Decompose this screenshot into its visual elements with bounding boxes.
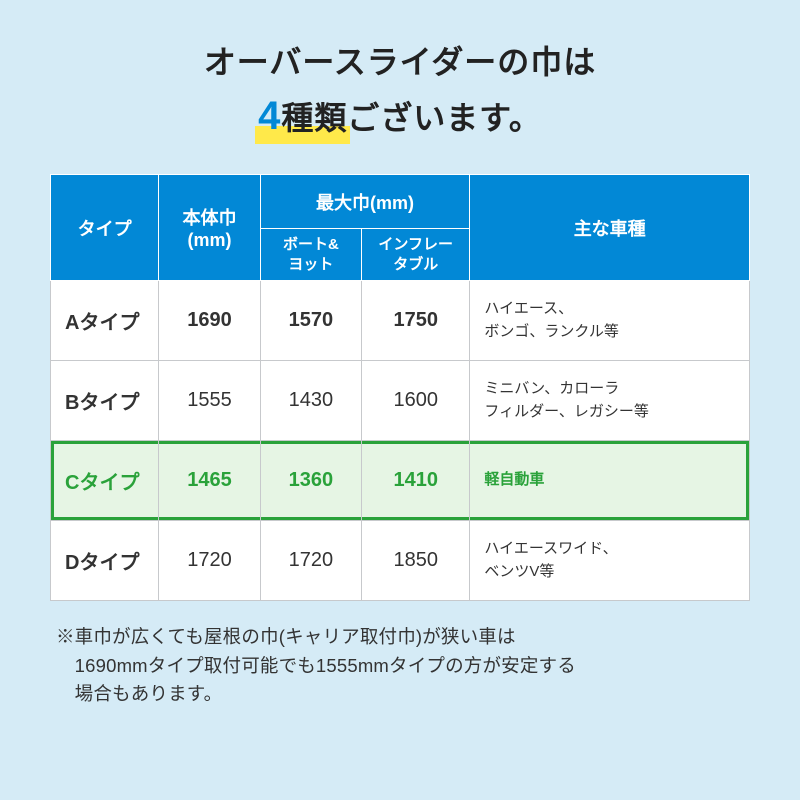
cell-inflatable: 1410 xyxy=(362,441,470,521)
cell-inflatable: 1850 xyxy=(362,521,470,601)
th-models: 主な車種 xyxy=(470,175,750,281)
cell-models: ハイエース、ボンゴ、ランクル等 xyxy=(470,281,750,361)
table-row: Aタイプ169015701750ハイエース、ボンゴ、ランクル等 xyxy=(51,281,750,361)
cell-boat: 1360 xyxy=(260,441,361,521)
title-emphasis: 4種類 xyxy=(258,86,347,146)
cell-body: 1465 xyxy=(159,441,260,521)
cell-body: 1555 xyxy=(159,361,260,441)
cell-models: 軽自動車 xyxy=(470,441,750,521)
cell-boat: 1430 xyxy=(260,361,361,441)
title-emph-text: 種類 xyxy=(281,100,347,136)
cell-models: ミニバン、カローラフィルダー、レガシー等 xyxy=(470,361,750,441)
table-row: Bタイプ155514301600ミニバン、カローラフィルダー、レガシー等 xyxy=(51,361,750,441)
title-line1: オーバースライダーの巾は xyxy=(204,44,596,80)
cell-boat: 1720 xyxy=(260,521,361,601)
table-row: Dタイプ172017201850ハイエースワイド、ベンツV等 xyxy=(51,521,750,601)
cell-boat: 1570 xyxy=(260,281,361,361)
page-title: オーバースライダーの巾は 4種類 ございます。 xyxy=(50,38,750,146)
th-body-width: 本体巾(mm) xyxy=(159,175,260,281)
cell-body: 1720 xyxy=(159,521,260,601)
table-row: Cタイプ146513601410軽自動車 xyxy=(51,441,750,521)
cell-type: Cタイプ xyxy=(51,441,159,521)
cell-type: Aタイプ xyxy=(51,281,159,361)
cell-models: ハイエースワイド、ベンツV等 xyxy=(470,521,750,601)
cell-type: Bタイプ xyxy=(51,361,159,441)
cell-inflatable: 1750 xyxy=(362,281,470,361)
th-max-width: 最大巾(mm) xyxy=(260,175,470,229)
footnote: ※車巾が広くても屋根の巾(キャリア取付巾)が狭い車は 1690mmタイプ取付可能… xyxy=(50,623,750,709)
cell-body: 1690 xyxy=(159,281,260,361)
title-emph-number: 4 xyxy=(258,94,281,138)
cell-type: Dタイプ xyxy=(51,521,159,601)
th-type: タイプ xyxy=(51,175,159,281)
table-body: Aタイプ169015701750ハイエース、ボンゴ、ランクル等Bタイプ15551… xyxy=(51,281,750,601)
th-boat: ボート&ヨット xyxy=(260,229,361,281)
th-inflatable: インフレータブル xyxy=(362,229,470,281)
cell-inflatable: 1600 xyxy=(362,361,470,441)
width-spec-table: タイプ 本体巾(mm) 最大巾(mm) 主な車種 ボート&ヨット インフレータブ… xyxy=(50,174,750,601)
title-line2-tail: ございます。 xyxy=(347,100,542,136)
